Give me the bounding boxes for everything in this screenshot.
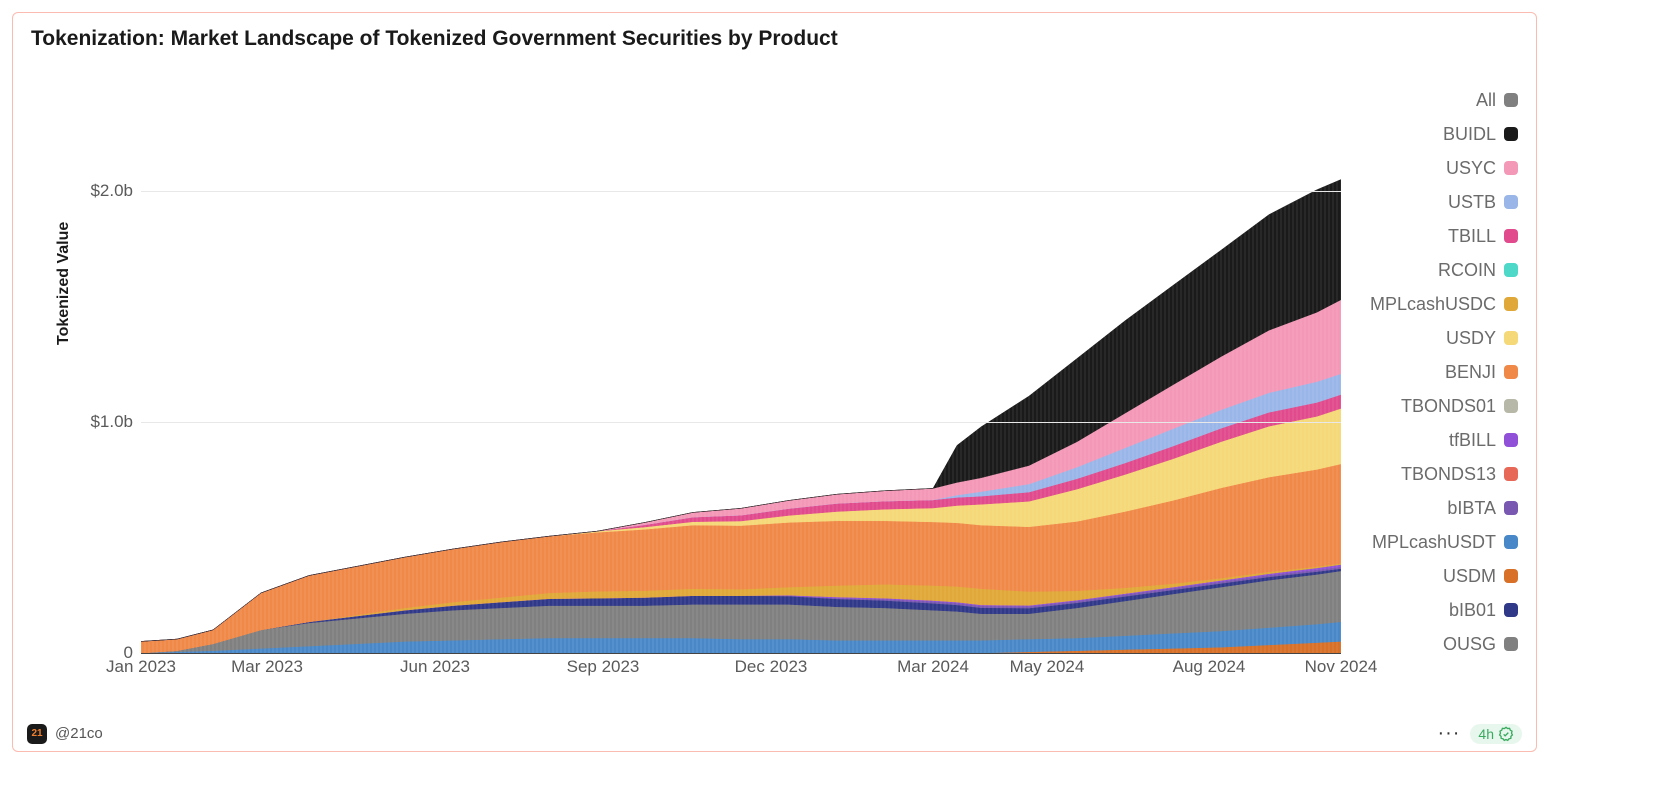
legend-item-TBONDS01[interactable]: TBONDS01 xyxy=(1348,389,1518,423)
legend-swatch-icon xyxy=(1504,161,1518,175)
legend-swatch-icon xyxy=(1504,365,1518,379)
bar-hatching xyxy=(141,180,1341,653)
footer: 21 @21co ··· 4h xyxy=(27,722,1522,745)
more-menu-icon[interactable]: ··· xyxy=(1437,722,1460,745)
legend-item-TBILL[interactable]: TBILL xyxy=(1348,219,1518,253)
attribution-handle: @21co xyxy=(55,725,103,742)
legend-swatch-icon xyxy=(1504,93,1518,107)
legend-item-OUSG[interactable]: OUSG xyxy=(1348,627,1518,661)
legend-item-BUIDL[interactable]: BUIDL xyxy=(1348,117,1518,151)
legend-label: bIB01 xyxy=(1449,600,1496,621)
x-ticks: Jan 2023Mar 2023Jun 2023Sep 2023Dec 2023… xyxy=(141,657,1341,681)
legend-swatch-icon xyxy=(1504,433,1518,447)
x-tick-label: Dec 2023 xyxy=(735,657,808,677)
legend-label: bIBTA xyxy=(1447,498,1496,519)
legend-item-BENJI[interactable]: BENJI xyxy=(1348,355,1518,389)
legend-label: TBILL xyxy=(1448,226,1496,247)
legend-swatch-icon xyxy=(1504,127,1518,141)
stacked-area-svg xyxy=(141,75,1341,653)
legend-label: MPLcashUSDC xyxy=(1370,294,1496,315)
y-ticks: 0$1.0b$2.0b xyxy=(65,75,137,653)
legend-swatch-icon xyxy=(1504,467,1518,481)
legend-item-RCOIN[interactable]: RCOIN xyxy=(1348,253,1518,287)
legend-label: RCOIN xyxy=(1438,260,1496,281)
x-tick-label: Mar 2023 xyxy=(231,657,303,677)
legend-label: tfBILL xyxy=(1449,430,1496,451)
legend-item-TBONDS13[interactable]: TBONDS13 xyxy=(1348,457,1518,491)
chart-container: Tokenization: Market Landscape of Tokeni… xyxy=(12,12,1537,752)
legend-swatch-icon xyxy=(1504,637,1518,651)
refresh-label: 4h xyxy=(1478,726,1494,742)
legend-item-MPLcashUSDT[interactable]: MPLcashUSDT xyxy=(1348,525,1518,559)
x-tick-label: Aug 2024 xyxy=(1173,657,1246,677)
legend-label: USDY xyxy=(1446,328,1496,349)
legend-label: All xyxy=(1476,90,1496,111)
x-tick-label: Sep 2023 xyxy=(567,657,640,677)
legend-swatch-icon xyxy=(1504,399,1518,413)
x-tick-label: Mar 2024 xyxy=(897,657,969,677)
x-axis-line xyxy=(141,653,1341,654)
legend-swatch-icon xyxy=(1504,195,1518,209)
legend-swatch-icon xyxy=(1504,501,1518,515)
x-tick-label: May 2024 xyxy=(1010,657,1085,677)
legend-item-USDY[interactable]: USDY xyxy=(1348,321,1518,355)
plot-area xyxy=(141,75,1341,653)
y-tick-label: $2.0b xyxy=(90,181,133,201)
legend: All BUIDL USYC USTB TBILL RCOIN MPLcashUSDC USD… xyxy=(1348,83,1518,661)
legend-label: BUIDL xyxy=(1443,124,1496,145)
legend-item-bIBTA[interactable]: bIBTA xyxy=(1348,491,1518,525)
legend-swatch-icon xyxy=(1504,297,1518,311)
legend-swatch-icon xyxy=(1504,229,1518,243)
legend-item-MPLcashUSDC[interactable]: MPLcashUSDC xyxy=(1348,287,1518,321)
legend-item-tfBILL[interactable]: tfBILL xyxy=(1348,423,1518,457)
plot-wrap: Tokenized Value 0$1.0b$2.0b Jan 2023Mar … xyxy=(65,75,1510,677)
legend-item-USDM[interactable]: USDM xyxy=(1348,559,1518,593)
attribution[interactable]: 21 @21co xyxy=(27,724,103,744)
verified-badge-icon xyxy=(1498,726,1514,742)
y-tick-label: $1.0b xyxy=(90,412,133,432)
legend-item-bIB01[interactable]: bIB01 xyxy=(1348,593,1518,627)
legend-label: USDM xyxy=(1443,566,1496,587)
attribution-badge-icon: 21 xyxy=(27,724,47,744)
x-tick-label: Jan 2023 xyxy=(106,657,176,677)
refresh-pill[interactable]: 4h xyxy=(1470,724,1522,744)
gridline xyxy=(141,422,1341,423)
legend-label: USYC xyxy=(1446,158,1496,179)
legend-swatch-icon xyxy=(1504,331,1518,345)
legend-item-All[interactable]: All xyxy=(1348,83,1518,117)
legend-swatch-icon xyxy=(1504,535,1518,549)
legend-label: TBONDS13 xyxy=(1401,464,1496,485)
legend-label: TBONDS01 xyxy=(1401,396,1496,417)
legend-swatch-icon xyxy=(1504,569,1518,583)
legend-swatch-icon xyxy=(1504,263,1518,277)
legend-item-USTB[interactable]: USTB xyxy=(1348,185,1518,219)
legend-swatch-icon xyxy=(1504,603,1518,617)
legend-label: OUSG xyxy=(1443,634,1496,655)
x-tick-label: Jun 2023 xyxy=(400,657,470,677)
chart-title: Tokenization: Market Landscape of Tokeni… xyxy=(13,13,1536,55)
legend-item-USYC[interactable]: USYC xyxy=(1348,151,1518,185)
gridline xyxy=(141,191,1341,192)
legend-label: MPLcashUSDT xyxy=(1372,532,1496,553)
legend-label: BENJI xyxy=(1445,362,1496,383)
legend-label: USTB xyxy=(1448,192,1496,213)
